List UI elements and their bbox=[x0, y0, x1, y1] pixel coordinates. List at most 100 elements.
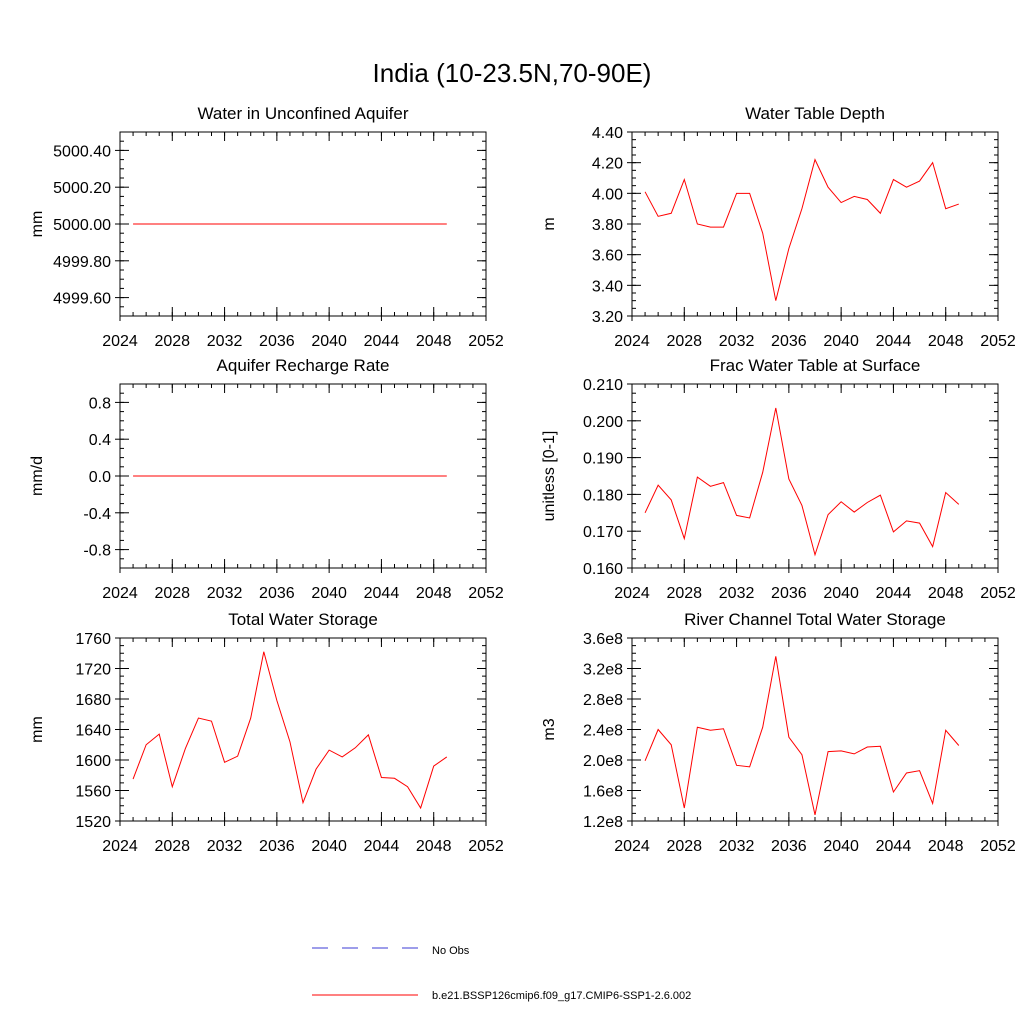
x-tick-label: 2032 bbox=[207, 838, 243, 855]
y-tick-label: 4999.80 bbox=[53, 254, 111, 271]
y-tick-label: 3.40 bbox=[592, 278, 623, 295]
x-tick-label: 2052 bbox=[468, 838, 504, 855]
x-tick-label: 2052 bbox=[468, 333, 504, 350]
y-tick-label: 3.6e8 bbox=[583, 631, 623, 648]
chart-panel-3: Aquifer Recharge Rate mm/d 2024 2028 2032 203… bbox=[29, 356, 504, 602]
x-tick-label: 2052 bbox=[980, 838, 1016, 855]
y-tick-label: -0.4 bbox=[83, 506, 111, 523]
plot-frame bbox=[119, 637, 487, 822]
y-tick-label: 0.8 bbox=[89, 395, 111, 412]
y-tick-label: -0.8 bbox=[83, 543, 111, 560]
x-tick-label: 2032 bbox=[719, 333, 755, 350]
y-tick-label: 1.2e8 bbox=[583, 814, 623, 831]
y-tick-label: 0.210 bbox=[583, 377, 623, 394]
x-tick-label: 2052 bbox=[468, 585, 504, 602]
x-tick-label: 2036 bbox=[771, 838, 807, 855]
panel-title: Frac Water Table at Surface bbox=[710, 356, 921, 375]
series-line bbox=[644, 158, 959, 301]
x-tick-label: 2036 bbox=[259, 585, 295, 602]
y-tick-label: 1560 bbox=[75, 784, 111, 801]
y-tick-label: 3.80 bbox=[592, 217, 623, 234]
y-tick-label: 2.0e8 bbox=[583, 753, 623, 770]
y-tick-label: 0.0 bbox=[89, 469, 111, 486]
panel-title: Water in Unconfined Aquifer bbox=[197, 104, 408, 123]
x-tick-label: 2044 bbox=[364, 585, 400, 602]
y-axis-label: mm bbox=[29, 716, 46, 743]
x-tick-label: 2052 bbox=[980, 585, 1016, 602]
chart-panels: Water in Unconfined Aquifer mm 2024 2028 203… bbox=[29, 104, 1016, 855]
y-tick-label: 0.160 bbox=[583, 561, 623, 578]
y-tick-label: 1520 bbox=[75, 814, 111, 831]
y-tick-label: 0.4 bbox=[89, 432, 111, 449]
x-tick-label: 2036 bbox=[771, 333, 807, 350]
y-tick-label: 2.8e8 bbox=[583, 692, 623, 709]
panel-title: Water Table Depth bbox=[745, 104, 885, 123]
legend-obs-label: No Obs bbox=[432, 945, 470, 957]
x-tick-label: 2040 bbox=[823, 585, 859, 602]
y-tick-label: 0.180 bbox=[583, 487, 623, 504]
y-tick-label: 3.60 bbox=[592, 248, 623, 265]
x-tick-label: 2028 bbox=[666, 838, 702, 855]
x-tick-label: 2040 bbox=[823, 333, 859, 350]
x-tick-label: 2036 bbox=[771, 585, 807, 602]
x-tick-label: 2048 bbox=[928, 333, 964, 350]
x-tick-label: 2024 bbox=[614, 333, 650, 350]
x-tick-label: 2028 bbox=[154, 585, 190, 602]
y-tick-label: 1760 bbox=[75, 631, 111, 648]
y-axis-label: m3 bbox=[541, 718, 558, 740]
y-tick-label: 1640 bbox=[75, 723, 111, 740]
x-tick-label: 2044 bbox=[876, 838, 912, 855]
x-tick-label: 2036 bbox=[259, 333, 295, 350]
series-line bbox=[644, 656, 960, 816]
y-tick-label: 1680 bbox=[75, 692, 111, 709]
x-tick-label: 2044 bbox=[876, 585, 912, 602]
y-tick-label: 4999.60 bbox=[53, 291, 111, 308]
chart-panel-1: Water in Unconfined Aquifer mm 2024 2028 203… bbox=[29, 104, 504, 350]
y-tick-label: 1720 bbox=[75, 662, 111, 679]
chart-panel-2: Water Table Depth m 2024 2028 2032 2036 2040 20… bbox=[541, 104, 1016, 350]
x-tick-label: 2048 bbox=[416, 333, 452, 350]
figure-title: India (10-23.5N,70-90E) bbox=[373, 58, 652, 88]
chart-panel-5: Total Water Storage mm 2024 2028 2032 2036 204… bbox=[29, 610, 504, 855]
x-tick-label: 2032 bbox=[719, 585, 755, 602]
y-tick-label: 5000.40 bbox=[53, 143, 111, 160]
x-tick-label: 2028 bbox=[666, 333, 702, 350]
y-tick-label: 4.20 bbox=[592, 156, 623, 173]
x-tick-label: 2028 bbox=[154, 333, 190, 350]
y-axis-label: mm bbox=[29, 211, 46, 238]
x-tick-label: 2024 bbox=[102, 333, 138, 350]
x-tick-label: 2032 bbox=[207, 333, 243, 350]
y-tick-label: 0.170 bbox=[583, 524, 623, 541]
plot-frame bbox=[631, 383, 999, 569]
x-tick-label: 2036 bbox=[259, 838, 295, 855]
x-tick-label: 2024 bbox=[614, 838, 650, 855]
y-tick-label: 0.190 bbox=[583, 451, 623, 468]
y-tick-label: 1.6e8 bbox=[583, 784, 623, 801]
panel-title: Total Water Storage bbox=[228, 610, 378, 629]
y-tick-label: 5000.20 bbox=[53, 180, 111, 197]
y-axis-label: mm/d bbox=[29, 456, 46, 496]
y-tick-label: 2.4e8 bbox=[583, 723, 623, 740]
y-tick-label: 3.2e8 bbox=[583, 662, 623, 679]
y-axis-label: m bbox=[541, 217, 558, 230]
y-tick-label: 4.00 bbox=[592, 186, 623, 203]
x-tick-label: 2048 bbox=[416, 838, 452, 855]
x-tick-label: 2044 bbox=[876, 333, 912, 350]
series-line bbox=[132, 651, 448, 810]
series-line bbox=[644, 407, 960, 557]
x-tick-label: 2032 bbox=[207, 585, 243, 602]
y-tick-label: 0.200 bbox=[583, 414, 623, 431]
x-tick-label: 2032 bbox=[719, 838, 755, 855]
y-tick-label: 3.20 bbox=[592, 309, 623, 326]
y-axis-label: unitless [0-1] bbox=[541, 431, 558, 522]
x-tick-label: 2040 bbox=[823, 838, 859, 855]
y-tick-label: 1600 bbox=[75, 753, 111, 770]
x-tick-label: 2044 bbox=[364, 838, 400, 855]
x-tick-label: 2048 bbox=[928, 585, 964, 602]
x-tick-label: 2024 bbox=[102, 585, 138, 602]
x-tick-label: 2040 bbox=[311, 333, 347, 350]
chart-panel-6: River Channel Total Water Storage m3 2024 2… bbox=[541, 610, 1016, 855]
x-tick-label: 2028 bbox=[154, 838, 190, 855]
